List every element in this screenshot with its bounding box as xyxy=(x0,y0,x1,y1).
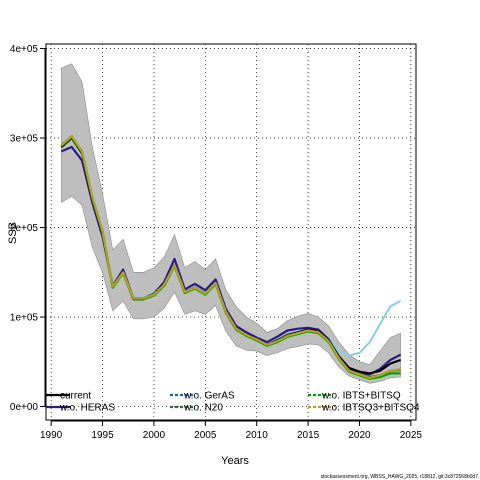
y-tick-label: 4e+05 xyxy=(10,44,39,55)
legend-label: w.o. IBTS+BITSQ xyxy=(321,391,401,402)
y-axis: 0e+00 1e+05 2e+05 3e+05 4e+05 xyxy=(10,44,46,413)
x-tick-label: 2010 xyxy=(246,430,269,441)
legend-item: w.o. IBTS+BITSQ xyxy=(308,391,401,402)
legend-item: w.o. GerAS xyxy=(170,391,235,402)
x-tick-label: 2015 xyxy=(297,430,320,441)
series-line-w-o-ibtsq3-bitsq4 xyxy=(60,135,401,379)
footer-credit: stockassessment.org, WBSS_HAWG_2025, r18… xyxy=(321,474,479,480)
legend-label: w.o. GerAS xyxy=(183,391,235,402)
x-tick-label: 1995 xyxy=(91,430,114,441)
x-tick-label: 2020 xyxy=(348,430,371,441)
x-tick-label: 2000 xyxy=(143,430,166,441)
legend-item: w.o. IBTSQ3+BITSQ4 xyxy=(308,403,420,414)
y-tick-label: 2e+05 xyxy=(10,223,39,234)
x-tick-label: 2025 xyxy=(400,430,423,441)
y-axis-label: SSB xyxy=(7,222,19,244)
legend-label: w.o. N20 xyxy=(183,403,223,414)
confidence-band xyxy=(61,63,401,384)
x-tick-label: 2005 xyxy=(194,430,217,441)
x-axis-label: Years xyxy=(221,455,249,467)
x-axis: 1990 1995 2000 2005 2010 2015 2020 2025 xyxy=(40,420,422,441)
y-tick-label: 1e+05 xyxy=(10,313,39,324)
x-tick-label: 1990 xyxy=(40,430,63,441)
y-tick-label: 3e+05 xyxy=(10,134,39,145)
legend-item: w.o. N20 xyxy=(170,403,223,414)
series-lines xyxy=(60,135,402,380)
legend-item: w.o. HERAS xyxy=(46,403,115,414)
grid-lines xyxy=(46,44,416,420)
legend-label: w.o. IBTSQ3+BITSQ4 xyxy=(321,403,420,414)
plot-frame xyxy=(45,43,417,421)
y-tick-label: 0e+00 xyxy=(10,402,39,413)
legend-label: current xyxy=(60,391,91,402)
legend-item: current xyxy=(46,391,91,402)
legend-label: w.o. HERAS xyxy=(59,403,115,414)
